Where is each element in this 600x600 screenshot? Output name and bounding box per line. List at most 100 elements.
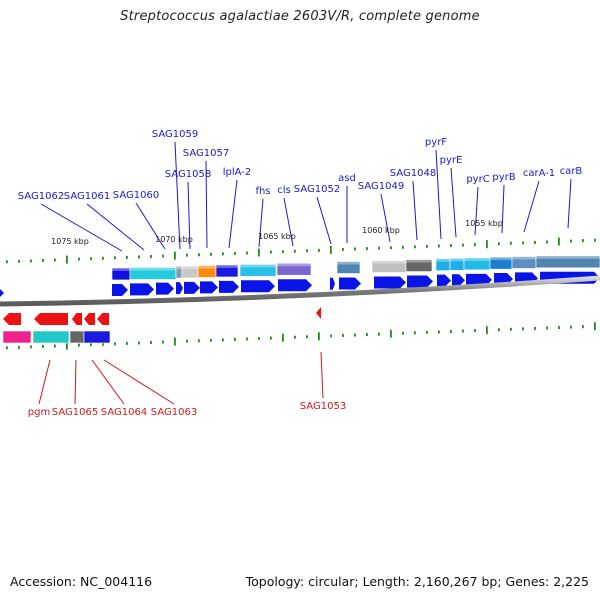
tick-mark	[510, 241, 512, 245]
cog-highlight	[176, 266, 182, 270]
tick-mark	[438, 244, 440, 248]
gene-label: SAG1057	[183, 148, 229, 159]
cog-color-track	[111, 255, 600, 281]
leader-line	[40, 203, 123, 252]
gene-label: SAG1061	[64, 191, 110, 202]
tick-mark	[186, 253, 188, 257]
tick-mark	[330, 245, 332, 254]
gene-label: SAG1052	[294, 184, 340, 195]
leader-line	[283, 197, 294, 247]
leader-line	[86, 203, 145, 251]
cog-highlight	[240, 264, 276, 268]
leader-line	[91, 359, 125, 405]
cog-segment	[276, 262, 312, 276]
leader-line	[320, 351, 324, 399]
tick-mark	[258, 337, 260, 341]
tick-mark	[162, 254, 164, 258]
tick-mark	[498, 328, 500, 332]
tick-mark	[198, 339, 200, 343]
gene-label: SAG1063	[151, 407, 197, 418]
leader-line	[435, 149, 442, 240]
forward-gene-arrow	[219, 280, 239, 293]
tick-mark	[222, 338, 224, 342]
tick-mark	[294, 249, 296, 253]
tick-mark	[414, 245, 416, 249]
tick-mark	[582, 325, 584, 329]
forward-gene-arrow	[176, 282, 183, 295]
tick-mark	[126, 255, 128, 259]
reverse-gene-arrow	[34, 313, 68, 325]
cog-segment	[32, 330, 70, 344]
reverse-gene-arrow	[97, 313, 109, 325]
gene-label: pgm	[28, 407, 50, 418]
cog-highlight	[216, 264, 238, 268]
tick-mark	[366, 247, 368, 251]
cog-segment	[336, 261, 361, 274]
cog-highlight	[406, 259, 432, 263]
gene-label: pyrC	[466, 174, 489, 185]
tick-mark	[390, 329, 392, 338]
gene-label: pyrF	[425, 137, 447, 148]
tick-mark	[66, 255, 68, 264]
cog-highlight	[536, 255, 600, 259]
gene-label: pyrE	[440, 155, 463, 166]
leader-line	[135, 202, 166, 250]
kbp-labels: 1075 kbp 1070 kbp 1065 kbp 1060 kbp 1055 kbp	[51, 219, 503, 246]
leader-line	[523, 180, 540, 233]
tick-mark	[462, 243, 464, 247]
leader-line	[501, 184, 505, 234]
label-leader-lines	[38, 141, 572, 405]
gene-label: SAG1058	[165, 169, 211, 180]
kbp-label: 1060 kbp	[362, 226, 400, 235]
gene-labels: SAG1062 SAG1061 SAG1060 SAG1059 SAG1058 SAG10…	[18, 129, 583, 418]
gene-label: SAG1053	[300, 401, 346, 412]
tick-mark	[594, 322, 596, 331]
leader-line	[74, 359, 77, 405]
tick-mark	[426, 244, 428, 248]
gene-label: carA-1	[523, 168, 555, 179]
tick-mark	[42, 258, 44, 262]
reverse-cog-color-track	[2, 330, 111, 344]
tick-mark	[102, 342, 104, 346]
tick-mark	[270, 336, 272, 340]
tick-row-forward	[6, 237, 596, 264]
kbp-label: 1070 kbp	[155, 235, 193, 244]
tick-mark	[534, 326, 536, 330]
gene-label: SAG1049	[358, 181, 404, 192]
tick-mark	[534, 240, 536, 244]
genome-backbone	[0, 275, 600, 307]
tick-mark	[282, 333, 284, 342]
forward-gene-arrow	[200, 281, 218, 294]
tick-mark	[450, 244, 452, 247]
tick-mark	[198, 253, 200, 257]
tick-mark	[66, 341, 68, 350]
tick-mark	[6, 260, 8, 264]
gene-label: SAG1065	[52, 407, 98, 418]
gene-label: SAG1062	[18, 191, 64, 202]
tick-mark	[498, 242, 500, 246]
tick-mark	[426, 330, 428, 334]
kbp-label: 1075 kbp	[51, 237, 89, 246]
tick-mark	[234, 337, 236, 341]
tick-mark	[30, 259, 32, 263]
tick-mark	[282, 250, 284, 254]
tick-mark	[114, 256, 116, 260]
tick-mark	[174, 337, 176, 346]
cog-segment	[535, 255, 600, 269]
tick-mark	[462, 329, 464, 333]
tick-mark	[18, 259, 20, 263]
tick-mark	[90, 343, 92, 347]
tick-mark	[438, 330, 440, 334]
tick-mark	[342, 333, 344, 337]
tick-mark	[378, 332, 380, 336]
forward-gene-arrow	[130, 283, 154, 296]
cog-highlight	[512, 256, 536, 260]
tick-mark	[318, 248, 320, 252]
leader-line	[174, 141, 181, 250]
tick-mark	[450, 330, 452, 333]
forward-gene-arrow	[466, 273, 492, 286]
tick-mark	[570, 239, 572, 243]
tick-mark	[306, 335, 308, 339]
cog-highlight	[490, 257, 512, 261]
